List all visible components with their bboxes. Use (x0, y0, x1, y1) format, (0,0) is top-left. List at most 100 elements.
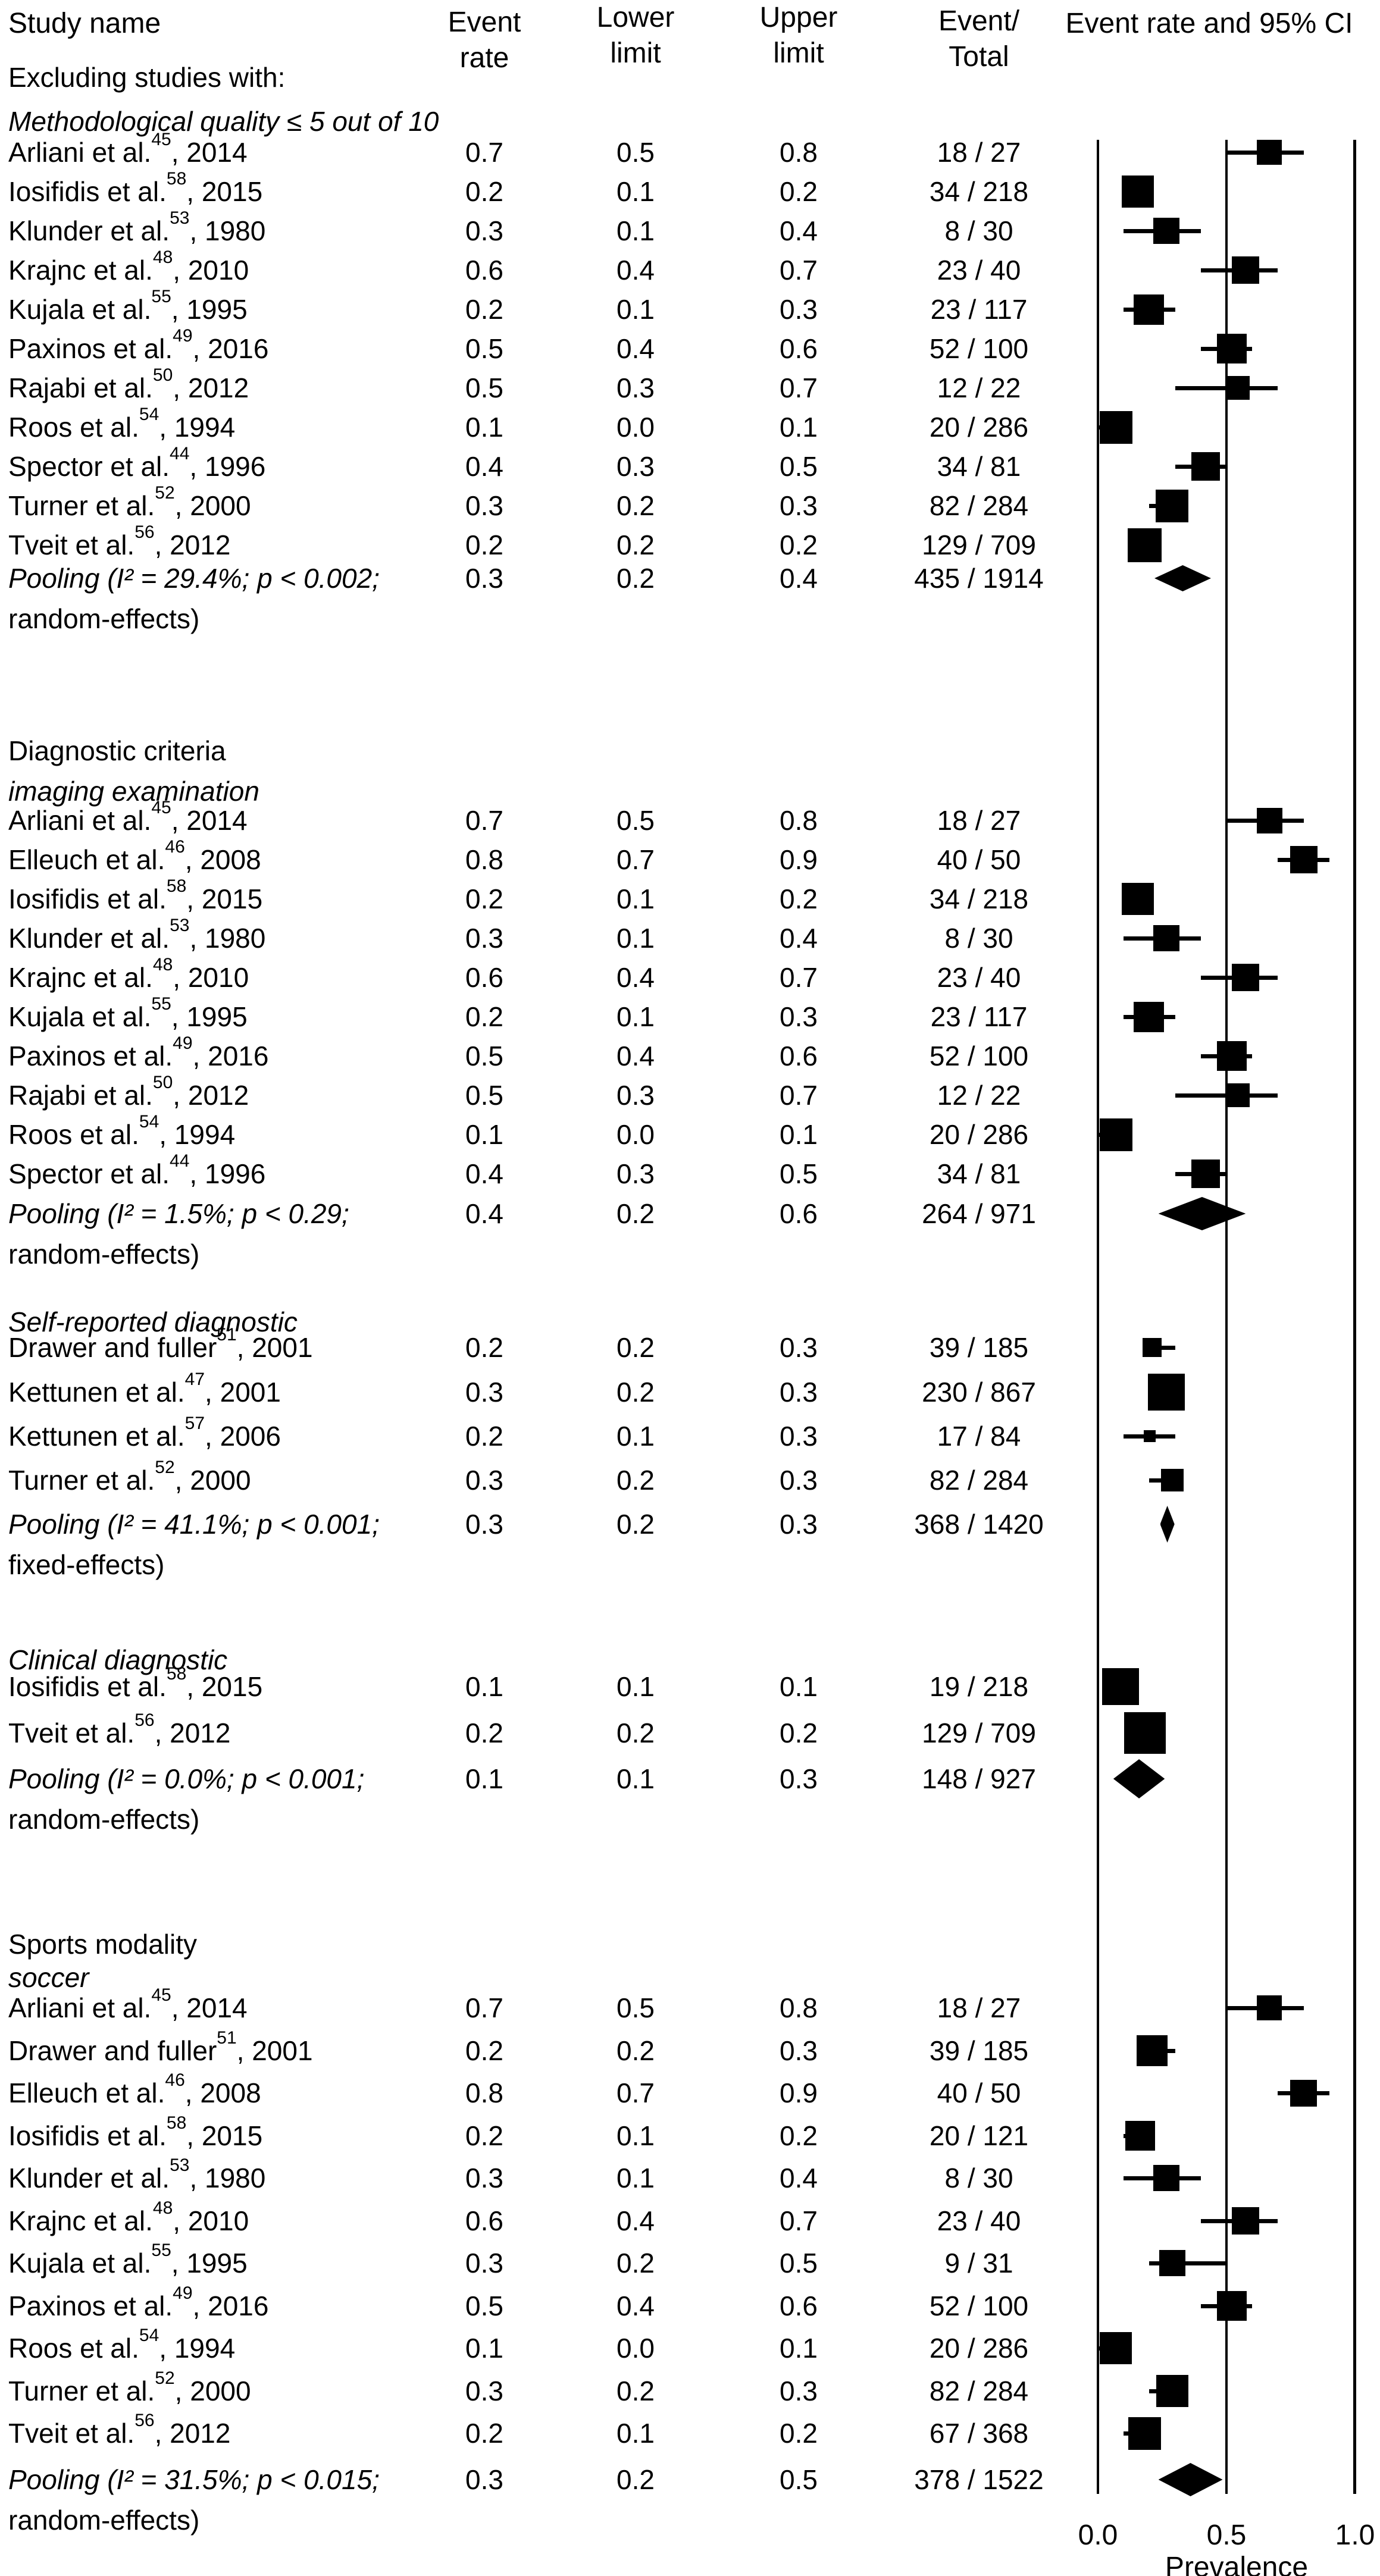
pooling-label-line2: fixed-effects) (8, 1549, 165, 1580)
upper-limit-value: 0.3 (780, 1332, 818, 1363)
reference-superscript: 48 (152, 247, 173, 267)
lower-limit-value: 0.1 (617, 2163, 655, 2193)
event-rate-value: 0.3 (465, 563, 503, 594)
pooling-label-line1: Pooling (I² = 1.5%; p < 0.29; (8, 1198, 349, 1229)
reference-superscript: 51 (217, 1325, 237, 1345)
event-total-value: 9 / 31 (944, 2248, 1013, 2279)
study-name: Klunder et al.53, 1980 (8, 208, 266, 246)
upper-limit-value: 0.7 (780, 255, 818, 286)
ci-square-marker (1191, 1159, 1221, 1188)
x-tick-label-0.5: 0.5 (1206, 2519, 1247, 2551)
event-total-value: 82 / 284 (929, 2376, 1029, 2406)
reference-superscript: 45 (151, 1985, 171, 2005)
event-rate-value: 0.2 (465, 176, 503, 207)
reference-superscript: 55 (151, 2240, 171, 2260)
lower-limit-value: 0.1 (617, 2120, 655, 2151)
reference-superscript: 50 (152, 365, 173, 385)
column-header-event-total-line2: Total (949, 41, 1009, 73)
event-rate-value: 0.2 (465, 2035, 503, 2066)
event-rate-value: 0.1 (465, 1671, 503, 1702)
event-total-value: 34 / 81 (937, 1158, 1021, 1189)
ci-square-marker (1124, 1712, 1166, 1754)
column-header-event-total-line1: Event/ (938, 5, 1020, 37)
event-total-value: 39 / 185 (929, 1332, 1029, 1363)
column-header-upper-limit-line2: limit (773, 37, 824, 69)
x-tick-label-1.0: 1.0 (1335, 2519, 1375, 2551)
lower-limit-value: 0.1 (617, 1671, 655, 1702)
lower-limit-value: 0.4 (617, 1041, 655, 1071)
ci-square-marker (1156, 2375, 1188, 2407)
study-name: Kujala et al.55, 1995 (8, 2240, 248, 2279)
column-header-study-name: Study name (8, 8, 161, 39)
lower-limit-value: 0.4 (617, 255, 655, 286)
reference-superscript: 54 (139, 2326, 159, 2345)
ci-square-marker (1144, 1430, 1156, 1442)
lower-limit-value: 0.1 (617, 2418, 655, 2449)
study-name: Kujala et al.55, 1995 (8, 287, 248, 325)
reference-superscript: 50 (152, 1073, 173, 1092)
section-heading: Excluding studies with: (8, 62, 286, 93)
ci-square-marker (1133, 294, 1164, 325)
event-rate-value: 0.3 (465, 2248, 503, 2279)
pooling-diamond-marker (1158, 2463, 1223, 2496)
upper-limit-value: 0.3 (780, 2035, 818, 2066)
upper-limit-value: 0.9 (780, 844, 818, 875)
upper-limit-value: 0.5 (780, 1158, 818, 1189)
upper-limit-value: 0.5 (780, 2464, 818, 2495)
lower-limit-value: 0.5 (617, 137, 655, 168)
event-rate-value: 0.5 (465, 372, 503, 403)
reference-superscript: 53 (170, 916, 190, 935)
reference-superscript: 58 (166, 1664, 187, 1684)
event-rate-value: 0.2 (465, 1332, 503, 1363)
upper-limit-value: 0.8 (780, 805, 818, 836)
reference-superscript: 49 (173, 2283, 193, 2303)
lower-limit-value: 0.3 (617, 1080, 655, 1111)
upper-limit-value: 0.1 (780, 412, 818, 443)
ci-square-marker (1256, 807, 1282, 833)
event-total-value: 40 / 50 (937, 2077, 1021, 2108)
event-total-value: 67 / 368 (929, 2418, 1029, 2449)
reference-superscript: 48 (152, 2198, 173, 2218)
upper-limit-value: 0.8 (780, 1992, 818, 2023)
event-rate-value: 0.3 (465, 1465, 503, 1496)
event-rate-value: 0.2 (465, 294, 503, 325)
study-name: Paxinos et al.49, 2016 (8, 1033, 269, 1071)
event-total-value: 20 / 286 (929, 412, 1029, 443)
event-rate-value: 0.3 (465, 215, 503, 246)
ci-square-marker (1290, 846, 1318, 873)
pooling-diamond-marker (1154, 565, 1211, 591)
study-name: Tveit et al.56, 2012 (8, 522, 231, 560)
ci-whisker (1149, 1345, 1175, 1350)
event-total-value: 52 / 100 (929, 2290, 1029, 2321)
study-name: Rajabi et al.50, 2012 (8, 1073, 249, 1111)
event-total-value: 12 / 22 (937, 1080, 1021, 1111)
study-name: Spector et al.44, 1996 (8, 1151, 266, 1189)
lower-limit-value: 0.1 (617, 215, 655, 246)
event-total-value: 82 / 284 (929, 1465, 1029, 1496)
study-name: Klunder et al.53, 1980 (8, 916, 266, 954)
lower-limit-value: 0.0 (617, 412, 655, 443)
study-name: Tveit et al.56, 2012 (8, 2411, 231, 2449)
study-name: Iosifidis et al.58, 2015 (8, 876, 263, 914)
reference-superscript: 47 (184, 1370, 205, 1389)
upper-limit-value: 0.7 (780, 372, 818, 403)
ci-square-marker (1143, 1338, 1162, 1357)
reference-superscript: 55 (151, 994, 171, 1014)
ci-square-marker (1232, 964, 1260, 991)
lower-limit-value: 0.1 (617, 883, 655, 914)
lower-limit-value: 0.0 (617, 1119, 655, 1150)
ci-square-marker (1232, 2207, 1260, 2235)
study-name: Elleuch et al.46, 2008 (8, 2070, 261, 2108)
study-name: Elleuch et al.46, 2008 (8, 837, 261, 875)
event-total-value: 129 / 709 (922, 1718, 1036, 1748)
reference-superscript: 44 (170, 1151, 190, 1171)
upper-limit-value: 0.3 (780, 1377, 818, 1408)
ci-square-marker (1216, 1041, 1247, 1071)
event-total-value: 34 / 218 (929, 176, 1029, 207)
lower-limit-value: 0.2 (617, 490, 655, 521)
event-total-value: 23 / 117 (930, 294, 1028, 325)
lower-limit-value: 0.2 (617, 2464, 655, 2495)
lower-limit-value: 0.3 (617, 451, 655, 482)
event-total-value: 23 / 117 (930, 1001, 1028, 1032)
event-total-value: 20 / 121 (929, 2120, 1029, 2151)
